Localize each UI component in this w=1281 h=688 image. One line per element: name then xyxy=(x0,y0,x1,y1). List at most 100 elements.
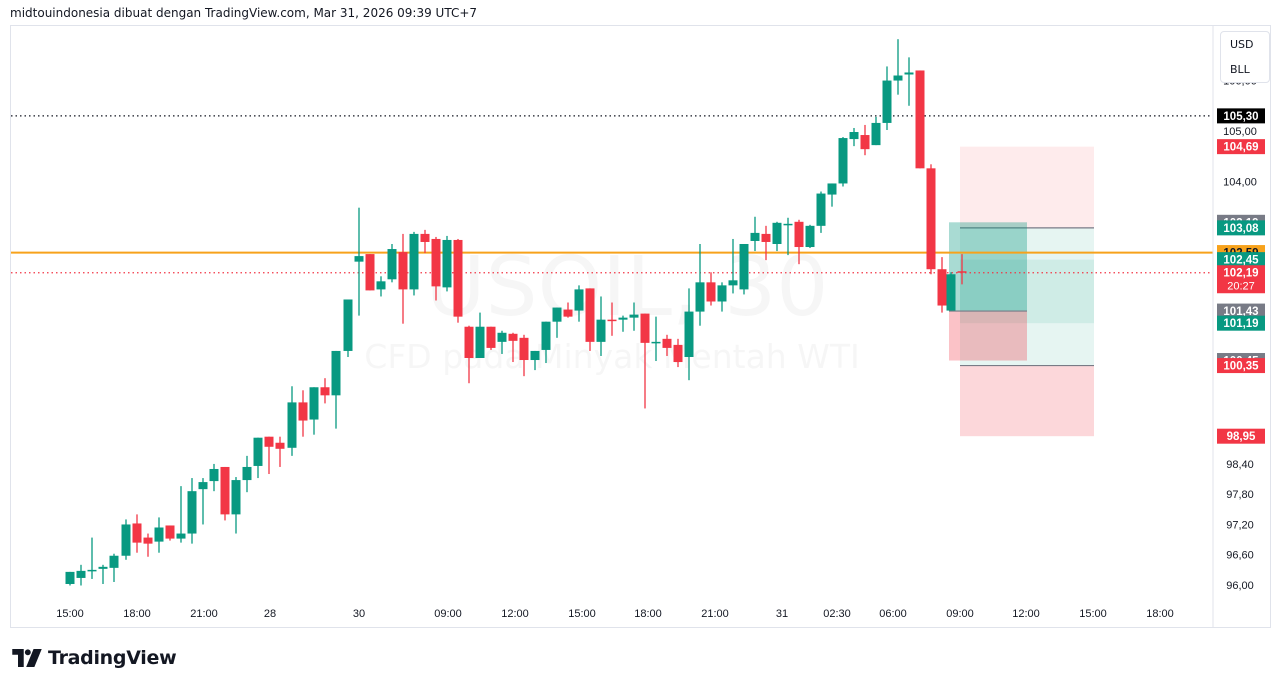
candle xyxy=(750,216,760,252)
candle xyxy=(915,70,925,169)
candle xyxy=(926,164,936,275)
candle xyxy=(497,330,507,354)
profit-zone[interactable] xyxy=(960,227,1094,366)
price-label-down: 104,69 xyxy=(1217,139,1265,155)
candle xyxy=(552,307,562,338)
time-axis[interactable]: 15:00 18:00 21:00 28 30 09:00 12:00 15:00 18:00 2… xyxy=(56,608,1174,620)
time-tick-label: 30 xyxy=(353,608,365,620)
candle xyxy=(231,477,241,534)
price-tick-label: 96,60 xyxy=(1226,550,1254,562)
price-labels: 105,30104,69103,19103,08102,59102,45102,… xyxy=(1217,108,1265,444)
price-tick-label: 97,80 xyxy=(1226,489,1254,501)
lower-risk-zone[interactable] xyxy=(960,365,1094,437)
candle xyxy=(805,224,815,249)
candle xyxy=(442,235,452,292)
candle xyxy=(354,207,364,316)
candle xyxy=(365,254,375,291)
candle xyxy=(242,455,252,493)
candle xyxy=(198,478,208,525)
svg-text:105,30: 105,30 xyxy=(1223,111,1258,123)
candle xyxy=(453,238,463,323)
time-tick-label: 12:00 xyxy=(501,608,529,620)
upper-risk-zone[interactable] xyxy=(960,146,1094,228)
price-tick-label: 96,00 xyxy=(1226,580,1254,592)
candle xyxy=(76,564,86,586)
candle xyxy=(640,313,650,409)
candle xyxy=(343,299,353,357)
candle xyxy=(827,183,837,207)
candle xyxy=(706,272,716,306)
tradingview-logo-icon xyxy=(12,649,42,667)
chart-frame xyxy=(10,25,1271,628)
time-tick-label: 18:00 xyxy=(1146,608,1174,620)
candle xyxy=(109,553,119,582)
candle xyxy=(409,231,419,296)
tradingview-logo[interactable]: TradingView xyxy=(12,647,177,669)
inner-stop-zone[interactable] xyxy=(949,311,1027,361)
candle xyxy=(871,116,881,146)
horizontal-lines[interactable] xyxy=(11,115,1213,274)
time-tick-label: 18:00 xyxy=(123,608,151,620)
price-label-down: 98,95 xyxy=(1217,428,1265,444)
unit-label[interactable]: BLL xyxy=(1230,63,1250,76)
inner-target-zone[interactable] xyxy=(949,222,1027,312)
candle xyxy=(728,238,738,294)
time-tick-label: 28 xyxy=(264,608,276,620)
candle xyxy=(508,332,518,363)
watermark-description: CFD pada Minyak Mentah WTI xyxy=(364,337,859,376)
candle xyxy=(541,321,551,364)
svg-text:102,45: 102,45 xyxy=(1223,255,1259,267)
candle xyxy=(376,276,386,297)
candle xyxy=(937,257,947,313)
candle xyxy=(651,316,661,362)
price-tick-label: 104,00 xyxy=(1223,176,1257,188)
candle xyxy=(98,564,108,584)
time-tick-label: 12:00 xyxy=(1012,608,1040,620)
price-label-up: 103,08 xyxy=(1217,220,1265,236)
position-tool[interactable] xyxy=(949,146,1094,437)
price-label-up: 101,19 xyxy=(1217,315,1265,331)
candle xyxy=(387,243,397,283)
time-tick-label: 31 xyxy=(776,608,788,620)
time-tick-label: 21:00 xyxy=(190,608,218,620)
candle xyxy=(398,233,408,324)
svg-text:103,08: 103,08 xyxy=(1223,223,1259,235)
candle xyxy=(475,312,485,358)
symbol-watermark: USOIL, 30 CFD pada Minyak Mentah WTI xyxy=(364,240,859,376)
svg-text:101,19: 101,19 xyxy=(1223,318,1258,330)
candle xyxy=(849,127,859,147)
candle xyxy=(309,387,319,435)
candle xyxy=(87,537,97,579)
candle xyxy=(860,124,870,156)
candle xyxy=(154,517,164,553)
price-label-down: 100,35 xyxy=(1217,358,1265,374)
candle xyxy=(783,217,793,256)
price-tick-label: 97,20 xyxy=(1226,519,1254,531)
currency-label[interactable]: USD xyxy=(1230,38,1254,51)
candle xyxy=(607,302,617,336)
price-tick-label: 105,00 xyxy=(1223,126,1257,138)
time-tick-label: 18:00 xyxy=(634,608,662,620)
time-tick-label: 02:30 xyxy=(823,608,851,620)
candle xyxy=(882,66,892,130)
candle xyxy=(65,571,75,586)
candle xyxy=(298,390,308,437)
candle xyxy=(794,219,804,265)
price-tick-label: 98,40 xyxy=(1226,459,1254,471)
candle xyxy=(176,486,186,543)
price-label-up: 102,45 xyxy=(1217,252,1265,268)
currency-unit-selector[interactable]: USD BLL xyxy=(1220,31,1270,83)
candle xyxy=(275,436,285,467)
price-label-gray: 101,43 xyxy=(1217,303,1265,319)
candlestick-series xyxy=(65,39,967,586)
candle xyxy=(618,315,628,332)
entry-zone[interactable] xyxy=(960,259,1094,324)
candle xyxy=(739,243,749,295)
time-tick-label: 21:00 xyxy=(701,608,729,620)
svg-text:100,35: 100,35 xyxy=(1223,361,1259,373)
candle xyxy=(331,350,341,429)
candle xyxy=(816,191,826,233)
candle xyxy=(574,285,584,322)
